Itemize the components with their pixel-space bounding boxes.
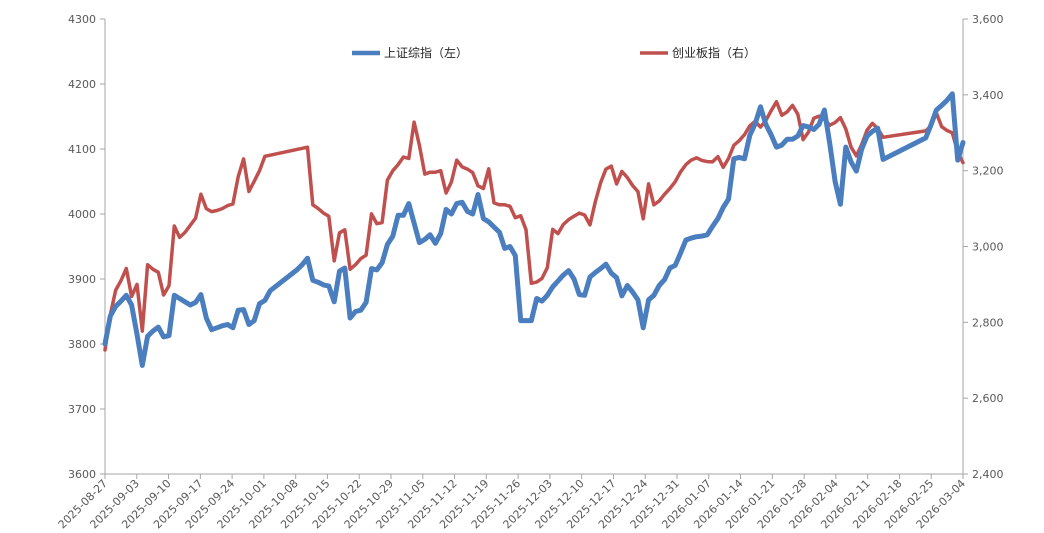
series-line-sse xyxy=(102,91,966,368)
series-line-chinext xyxy=(103,99,965,352)
right-tick-label: 3,200 xyxy=(972,165,1004,178)
legend-item-sse: 上证综指（左） xyxy=(352,45,468,60)
right-tick-label: 2,400 xyxy=(972,468,1004,481)
legend-label-sse: 上证综指（左） xyxy=(384,45,468,60)
left-tick-label: 3700 xyxy=(68,403,96,416)
series-layer xyxy=(102,91,966,368)
left-tick-label: 4000 xyxy=(68,208,96,221)
legend-label-chinext: 创业板指（右） xyxy=(672,45,756,60)
right-tick-label: 3,600 xyxy=(972,13,1004,26)
left-tick-label: 3900 xyxy=(68,273,96,286)
left-tick-label: 3800 xyxy=(68,338,96,351)
right-tick-label: 2,800 xyxy=(972,316,1004,329)
x-axis: 2025-08-272025-09-032025-09-102025-09-17… xyxy=(56,473,968,531)
legend-item-chinext: 创业板指（右） xyxy=(640,45,756,60)
left-y-axis: 3600 3700 3800 3900 4000 4100 4200 4300 xyxy=(68,13,106,481)
right-y-axis: 2,400 2,600 2,800 3,000 3,200 3,400 3,600 xyxy=(962,13,1004,481)
left-tick-label: 4200 xyxy=(68,78,96,91)
left-tick-label: 4100 xyxy=(68,143,96,156)
left-tick-label: 3600 xyxy=(68,468,96,481)
right-tick-label: 3,400 xyxy=(972,89,1004,102)
left-tick-label: 4300 xyxy=(68,13,96,26)
right-tick-label: 2,600 xyxy=(972,392,1004,405)
right-tick-label: 3,000 xyxy=(972,241,1004,254)
legend: 上证综指（左） 创业板指（右） xyxy=(352,45,756,60)
